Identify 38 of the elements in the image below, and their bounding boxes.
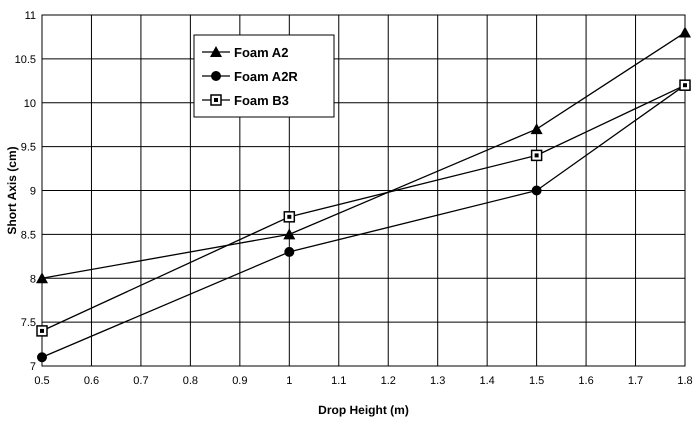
x-tick-label: 1 [286,375,292,387]
y-tick-label: 9 [30,186,36,198]
x-tick-label: 0.9 [232,375,248,387]
y-tick-label: 9.5 [20,142,36,154]
point [284,211,296,223]
x-tick-label: 0.8 [182,375,198,387]
point [532,186,542,196]
x-tick-label: 1.7 [628,375,644,387]
point [679,26,691,38]
x-tick-label: 0.5 [34,375,50,387]
x-tick-label: 1.3 [430,375,446,387]
y-tick-label: 8 [30,273,36,286]
point [36,272,48,284]
x-axis-title: Drop Height (m) [318,403,409,417]
point [36,325,48,337]
x-tick-label: 0.7 [133,375,149,387]
y-tick-label: 8.5 [20,229,36,242]
point [37,352,47,362]
point [530,123,543,134]
point [283,228,296,240]
y-tick-label: 7 [30,361,36,373]
legend-label: Foam B3 [234,93,289,108]
x-tick-label: 1.5 [528,375,544,387]
legend-label: Foam A2R [234,69,298,84]
point [284,246,294,257]
y-tick-label: 10 [24,98,36,110]
y-tick-label: 11 [24,10,36,22]
x-tick-label: 1.2 [380,375,396,387]
point [530,150,542,162]
x-tick-label: 0.6 [84,375,100,387]
x-tick-label: 1.4 [480,375,495,387]
x-tick-label: 1.1 [331,375,346,387]
x-tick-label: 1.8 [677,375,693,387]
y-tick-label: 7.5 [20,317,36,330]
legend-label: Foam A2 [234,45,288,60]
y-axis-title: Short Axis (cm) [5,146,19,235]
x-tick-label: 1.6 [578,375,594,387]
y-tick-label: 10.5 [14,54,36,66]
